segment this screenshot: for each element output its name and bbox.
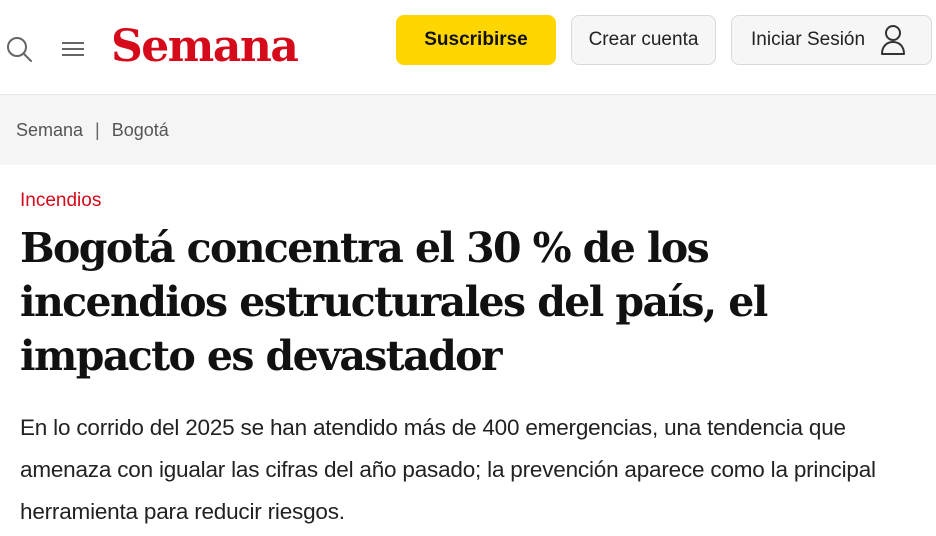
search-button[interactable] bbox=[4, 34, 34, 64]
section-tag[interactable]: Incendios bbox=[20, 190, 102, 211]
article-headline: Bogotá concentra el 30 % de los incendio… bbox=[20, 224, 768, 380]
login-button[interactable]: Iniciar Sesión bbox=[731, 15, 932, 65]
create-account-button[interactable]: Crear cuenta bbox=[571, 15, 716, 65]
article-summary: En lo corrido del 2025 se han atendido m… bbox=[20, 415, 876, 524]
hamburger-menu-icon bbox=[62, 42, 84, 56]
article-header: Incendios Bogotá concentra el 30 % de lo… bbox=[0, 165, 936, 533]
user-icon bbox=[879, 24, 907, 56]
breadcrumb-item-semana[interactable]: Semana bbox=[16, 119, 84, 140]
site-logo[interactable]: Semana bbox=[111, 21, 299, 72]
subscribe-button[interactable]: Suscribirse bbox=[396, 15, 556, 65]
search-icon bbox=[7, 37, 32, 62]
breadcrumb: Semana | Bogotá bbox=[0, 95, 936, 165]
breadcrumb-separator: | bbox=[95, 119, 100, 140]
login-label: Iniciar Sesión bbox=[751, 29, 866, 50]
breadcrumb-item-bogota[interactable]: Bogotá bbox=[111, 119, 169, 140]
site-header: Semana Suscribirse Crear cuenta Iniciar … bbox=[0, 0, 936, 95]
menu-button[interactable] bbox=[58, 34, 88, 64]
